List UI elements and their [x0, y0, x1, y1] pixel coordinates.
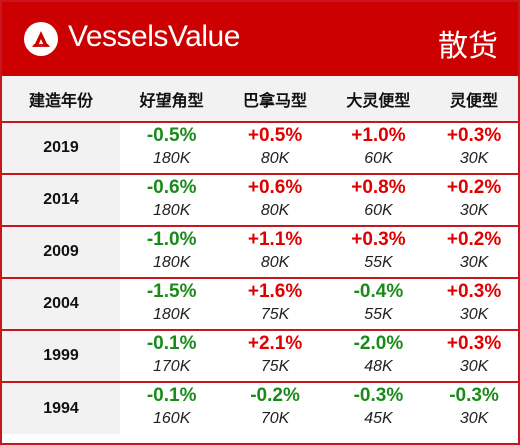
change-value: +1.1%: [247, 229, 303, 250]
vessel-size-value: 30K: [430, 200, 518, 227]
change-value: +1.0%: [351, 125, 406, 146]
change-value: -0.5%: [146, 125, 197, 146]
vessel-size-value: 180K: [120, 304, 224, 331]
change-value: +0.6%: [247, 177, 303, 198]
change-value: -0.2%: [250, 385, 300, 406]
vessel-size-value: 45K: [364, 410, 393, 427]
vessel-size-value: 60K: [326, 200, 431, 227]
vessel-size-value: 75K: [223, 304, 327, 331]
vessel-size-value: 30K: [430, 304, 518, 331]
vessel-size-value: 80K: [223, 200, 327, 227]
table-row-change: 2019 -0.5% +0.5% +1.0% +0.3%: [2, 122, 518, 175]
vessel-size-value: 80K: [223, 252, 327, 279]
table-row-change: 2004 -1.5% +1.6% -0.4% +0.3%: [2, 278, 518, 331]
vessel-size-value: 180K: [120, 252, 224, 279]
change-value: -2.0%: [353, 333, 404, 354]
column-header-handysize: 灵便型: [430, 76, 518, 123]
change-value: -0.1%: [146, 385, 197, 406]
change-value: -0.4%: [353, 281, 404, 302]
table-row-size: 160K 70K 45K 30K: [2, 408, 518, 434]
change-value: -0.3%: [353, 385, 404, 406]
table-row-change: 1994 -0.1% -0.2% -0.3% -0.3%: [2, 382, 518, 434]
vessel-size-value: 180K: [120, 200, 224, 227]
vessel-size-value: 75K: [223, 356, 327, 383]
table-row-change: 1999 -0.1% +2.1% -2.0% +0.3%: [2, 330, 518, 383]
table-row-size: 180K 80K 60K 30K: [2, 200, 518, 227]
vessel-size-value: 60K: [326, 148, 431, 175]
vessel-size-value: 30K: [430, 356, 518, 383]
change-value: +0.2%: [446, 229, 502, 250]
build-year-cell: 2004: [2, 278, 120, 331]
vesselsvalue-logo-icon: [24, 22, 58, 56]
change-value: +0.3%: [446, 125, 502, 146]
change-value: -1.5%: [146, 281, 197, 302]
change-value: -0.6%: [146, 177, 197, 198]
change-value: +0.3%: [351, 229, 406, 250]
vessel-size-value: 70K: [260, 410, 290, 427]
change-value: -0.1%: [146, 333, 197, 354]
build-year-cell: 2019: [2, 122, 120, 175]
build-year-cell: 2014: [2, 174, 120, 227]
column-header-capesize: 好望角型: [120, 76, 224, 123]
table-row-size: 180K 75K 55K 30K: [2, 304, 518, 331]
table-row-change: 2009 -1.0% +1.1% +0.3% +0.2%: [2, 226, 518, 279]
vessel-size-value: 30K: [430, 148, 518, 175]
category-label: 散货: [438, 29, 498, 64]
vessel-size-value: 180K: [120, 148, 224, 175]
vessel-size-value: 48K: [326, 356, 431, 383]
vessel-size-value: 160K: [153, 410, 191, 427]
change-value: -1.0%: [146, 229, 197, 250]
build-year-cell: 1994: [2, 382, 120, 434]
change-value: +0.8%: [351, 177, 406, 198]
vessel-size-value: 55K: [326, 252, 431, 279]
header-bar: VesselsValue 散货: [2, 2, 518, 76]
change-value: +0.3%: [446, 281, 502, 302]
vessel-size-value: 170K: [120, 356, 224, 383]
table-row-size: 180K 80K 60K 30K: [2, 148, 518, 175]
change-value: -0.3%: [449, 385, 499, 406]
vessel-size-value: 80K: [223, 148, 327, 175]
build-year-cell: 2009: [2, 226, 120, 279]
table-row-size: 180K 80K 55K 30K: [2, 252, 518, 279]
column-header-panamax: 巴拿马型: [223, 76, 327, 123]
change-value: +0.3%: [446, 333, 502, 354]
change-value: +2.1%: [247, 333, 303, 354]
column-header-year: 建造年份: [2, 76, 120, 123]
table-body: 2019 -0.5% +0.5% +1.0% +0.3% 180K 80K 60K 30K 201…: [2, 122, 518, 434]
column-header-supramax: 大灵便型: [326, 76, 431, 123]
change-value: +1.6%: [247, 281, 303, 302]
vessel-size-value: 30K: [459, 410, 489, 427]
brand-name: VesselsValue: [68, 20, 240, 53]
table-row-size: 170K 75K 48K 30K: [2, 356, 518, 383]
value-change-table: 建造年份 好望角型 巴拿马型 大灵便型 灵便型 2019 -0.5% +0.5% +1…: [2, 76, 518, 434]
vessel-size-value: 30K: [430, 252, 518, 279]
build-year-cell: 1999: [2, 330, 120, 383]
change-value: +0.5%: [247, 125, 303, 146]
vessel-size-value: 55K: [326, 304, 431, 331]
change-value: +0.2%: [446, 177, 502, 198]
column-header-row: 建造年份 好望角型 巴拿马型 大灵便型 灵便型: [2, 76, 518, 123]
table-row-change: 2014 -0.6% +0.6% +0.8% +0.2%: [2, 174, 518, 227]
